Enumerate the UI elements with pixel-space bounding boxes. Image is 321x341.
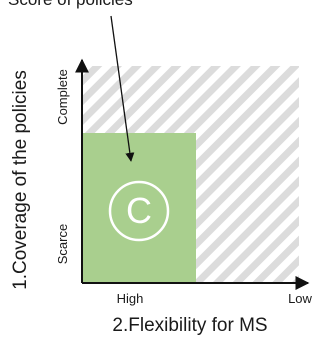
- y-axis-title: 1.Coverage of the policies: [10, 70, 31, 290]
- y-axis-top-label: Complete: [55, 69, 70, 125]
- score-badge: C: [108, 180, 170, 242]
- score-badge-ring: [108, 180, 170, 242]
- callout-pointer: [110, 15, 135, 162]
- callout-label: Score of policies: [8, 0, 133, 9]
- green-score-area: [82, 133, 196, 283]
- x-axis-left-label: High: [117, 291, 144, 306]
- x-axis-right-label: Low: [288, 291, 312, 306]
- x-axis-title: 2.Flexibility for MS: [112, 315, 267, 336]
- y-axis-bottom-label: Scarce: [55, 224, 70, 264]
- score-badge-letter: C: [126, 190, 152, 231]
